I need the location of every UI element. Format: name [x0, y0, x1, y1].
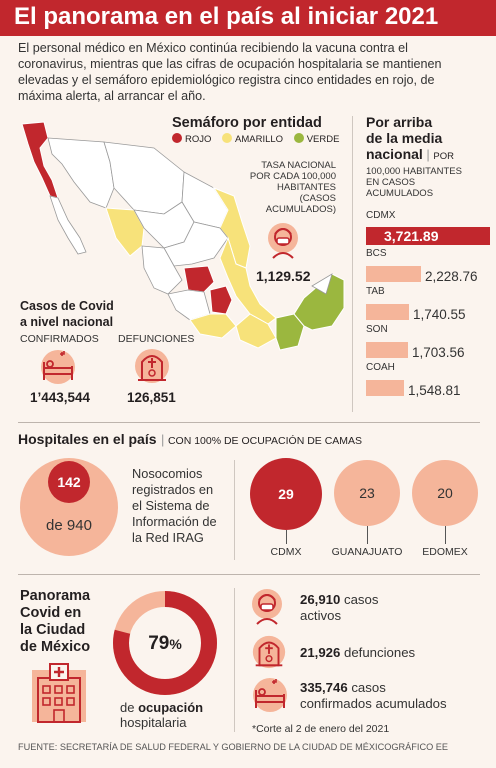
- mexico-map: [21, 121, 345, 351]
- hospital-building-icon: [32, 663, 86, 723]
- hospitales-heading-row: Hospitales en el país | CON 100% DE OCUP…: [18, 431, 363, 447]
- map-state-red: [183, 265, 215, 293]
- tasa-label: TASA NACIONAL POR CADA 100,000 HABITANTE…: [249, 160, 336, 215]
- media-bar-value: 1,740.55: [413, 307, 466, 322]
- media-bar-row: COAH 1,548.81: [366, 362, 490, 398]
- state-label-cdmx: CDMX: [270, 546, 302, 558]
- tombstone-icon: [135, 349, 169, 383]
- map-state-red: [21, 121, 59, 199]
- media-bar: [366, 265, 421, 282]
- media-bar-label: COAH: [366, 362, 395, 373]
- divider: [18, 422, 480, 423]
- ocupacion-donut: [113, 591, 217, 695]
- corte-note: *Corte al 2 de enero del 2021: [252, 723, 390, 735]
- confirmados-value: 1’443,544: [30, 390, 91, 405]
- hospitales-desc: Nosocomios registrados en el Sistema de …: [132, 466, 217, 545]
- hospital-bed-icon: [41, 350, 75, 384]
- map-state-white: [49, 195, 87, 255]
- map-state-green: [293, 273, 345, 331]
- tasa-value: 1,129.52: [256, 268, 311, 284]
- stat-defunciones: 21,926 defunciones: [300, 645, 416, 660]
- source-footer: FUENTE: SECRETARÍA DE SALUD FEDERAL Y GO…: [18, 742, 449, 752]
- media-bar-label: CDMX: [366, 210, 396, 221]
- hospitales-total: de 940: [46, 516, 92, 534]
- media-bar: 3,721.89: [366, 227, 490, 245]
- media-bar: [366, 303, 409, 320]
- ocupacion-caption: de ocupación hospitalaria: [120, 700, 204, 730]
- media-bar-label: SON: [366, 324, 388, 335]
- media-heading: Por arriba de la media nacional | POR: [366, 114, 454, 162]
- cdmx-heading: Panorama Covid en la Ciudad de México: [20, 588, 91, 655]
- semaforo-heading: Semáforo por entidad: [172, 115, 322, 131]
- stat-confirmados: 335,746 casos confirmados acumulados: [300, 680, 447, 711]
- state-circle-edomex: 20: [412, 460, 478, 526]
- semaforo-legend: ROJO AMARILLO VERDE: [172, 133, 347, 145]
- casos-heading: Casos de Covid a nivel nacional: [20, 299, 114, 329]
- state-circle-guanajuato: 23: [334, 460, 400, 526]
- map-state-white: [311, 273, 333, 295]
- intro-text: El personal médico en México continúa re…: [18, 41, 442, 103]
- media-bar-row: BCS 2,228.76: [366, 248, 490, 284]
- defunciones-value: 126,851: [127, 390, 176, 405]
- media-bar-value: 1,703.56: [412, 345, 465, 360]
- tombstone-icon: [252, 635, 286, 669]
- media-bar-row: TAB 1,740.55: [366, 286, 490, 322]
- map-state-red: [209, 285, 233, 315]
- confirmados-label: CONFIRMADOS: [20, 333, 99, 345]
- map-state-white: [141, 245, 183, 295]
- divider: [234, 460, 235, 560]
- page-title: El panorama en el país al iniciar 2021: [14, 3, 439, 30]
- hospital-bed-icon: [253, 678, 287, 712]
- media-bar-value: 1,548.81: [408, 383, 461, 398]
- legend-verde: VERDE: [293, 133, 339, 145]
- media-bar-label: BCS: [366, 248, 387, 259]
- hospitales-heading: Hospitales en el país: [18, 431, 157, 447]
- ocupacion-value: 79%: [148, 633, 182, 654]
- state-circle-cdmx: 29: [250, 458, 322, 530]
- media-bar-row: CDMX 3,721.89: [366, 210, 490, 245]
- divider: [18, 574, 480, 575]
- stat-activos: 26,910 casos activos: [300, 592, 379, 623]
- person-mask-icon: [252, 589, 282, 625]
- state-label-edomex: EDOMEX: [422, 546, 468, 558]
- media-bar-label: TAB: [366, 286, 385, 297]
- defunciones-label: DEFUNCIONES: [118, 333, 195, 345]
- divider: [234, 588, 235, 732]
- map-state-yellow: [189, 313, 237, 339]
- media-sub: 100,000 HABITANTES EN CASOS ACUMULADOS: [366, 166, 462, 199]
- map-state-yellow: [219, 236, 277, 325]
- hospitales-count-circle: 142: [48, 461, 90, 503]
- state-label-guanajuato: GUANAJUATO: [331, 546, 403, 558]
- media-bar: [366, 341, 408, 358]
- legend-rojo: ROJO: [172, 133, 211, 145]
- legend-amarillo: AMARILLO: [222, 133, 283, 145]
- media-bar-value: 2,228.76: [425, 269, 478, 284]
- hospitales-sub: CON 100% DE OCUPACIÓN DE CAMAS: [167, 435, 363, 447]
- map-state-white: [103, 141, 185, 215]
- person-mask-icon: [268, 223, 298, 259]
- media-bar-row: SON 1,703.56: [366, 324, 490, 360]
- title-bar: El panorama en el país al iniciar 2021: [0, 0, 496, 36]
- hospitales-count: 142: [57, 474, 81, 490]
- media-bar: [366, 379, 404, 396]
- divider: [352, 116, 353, 412]
